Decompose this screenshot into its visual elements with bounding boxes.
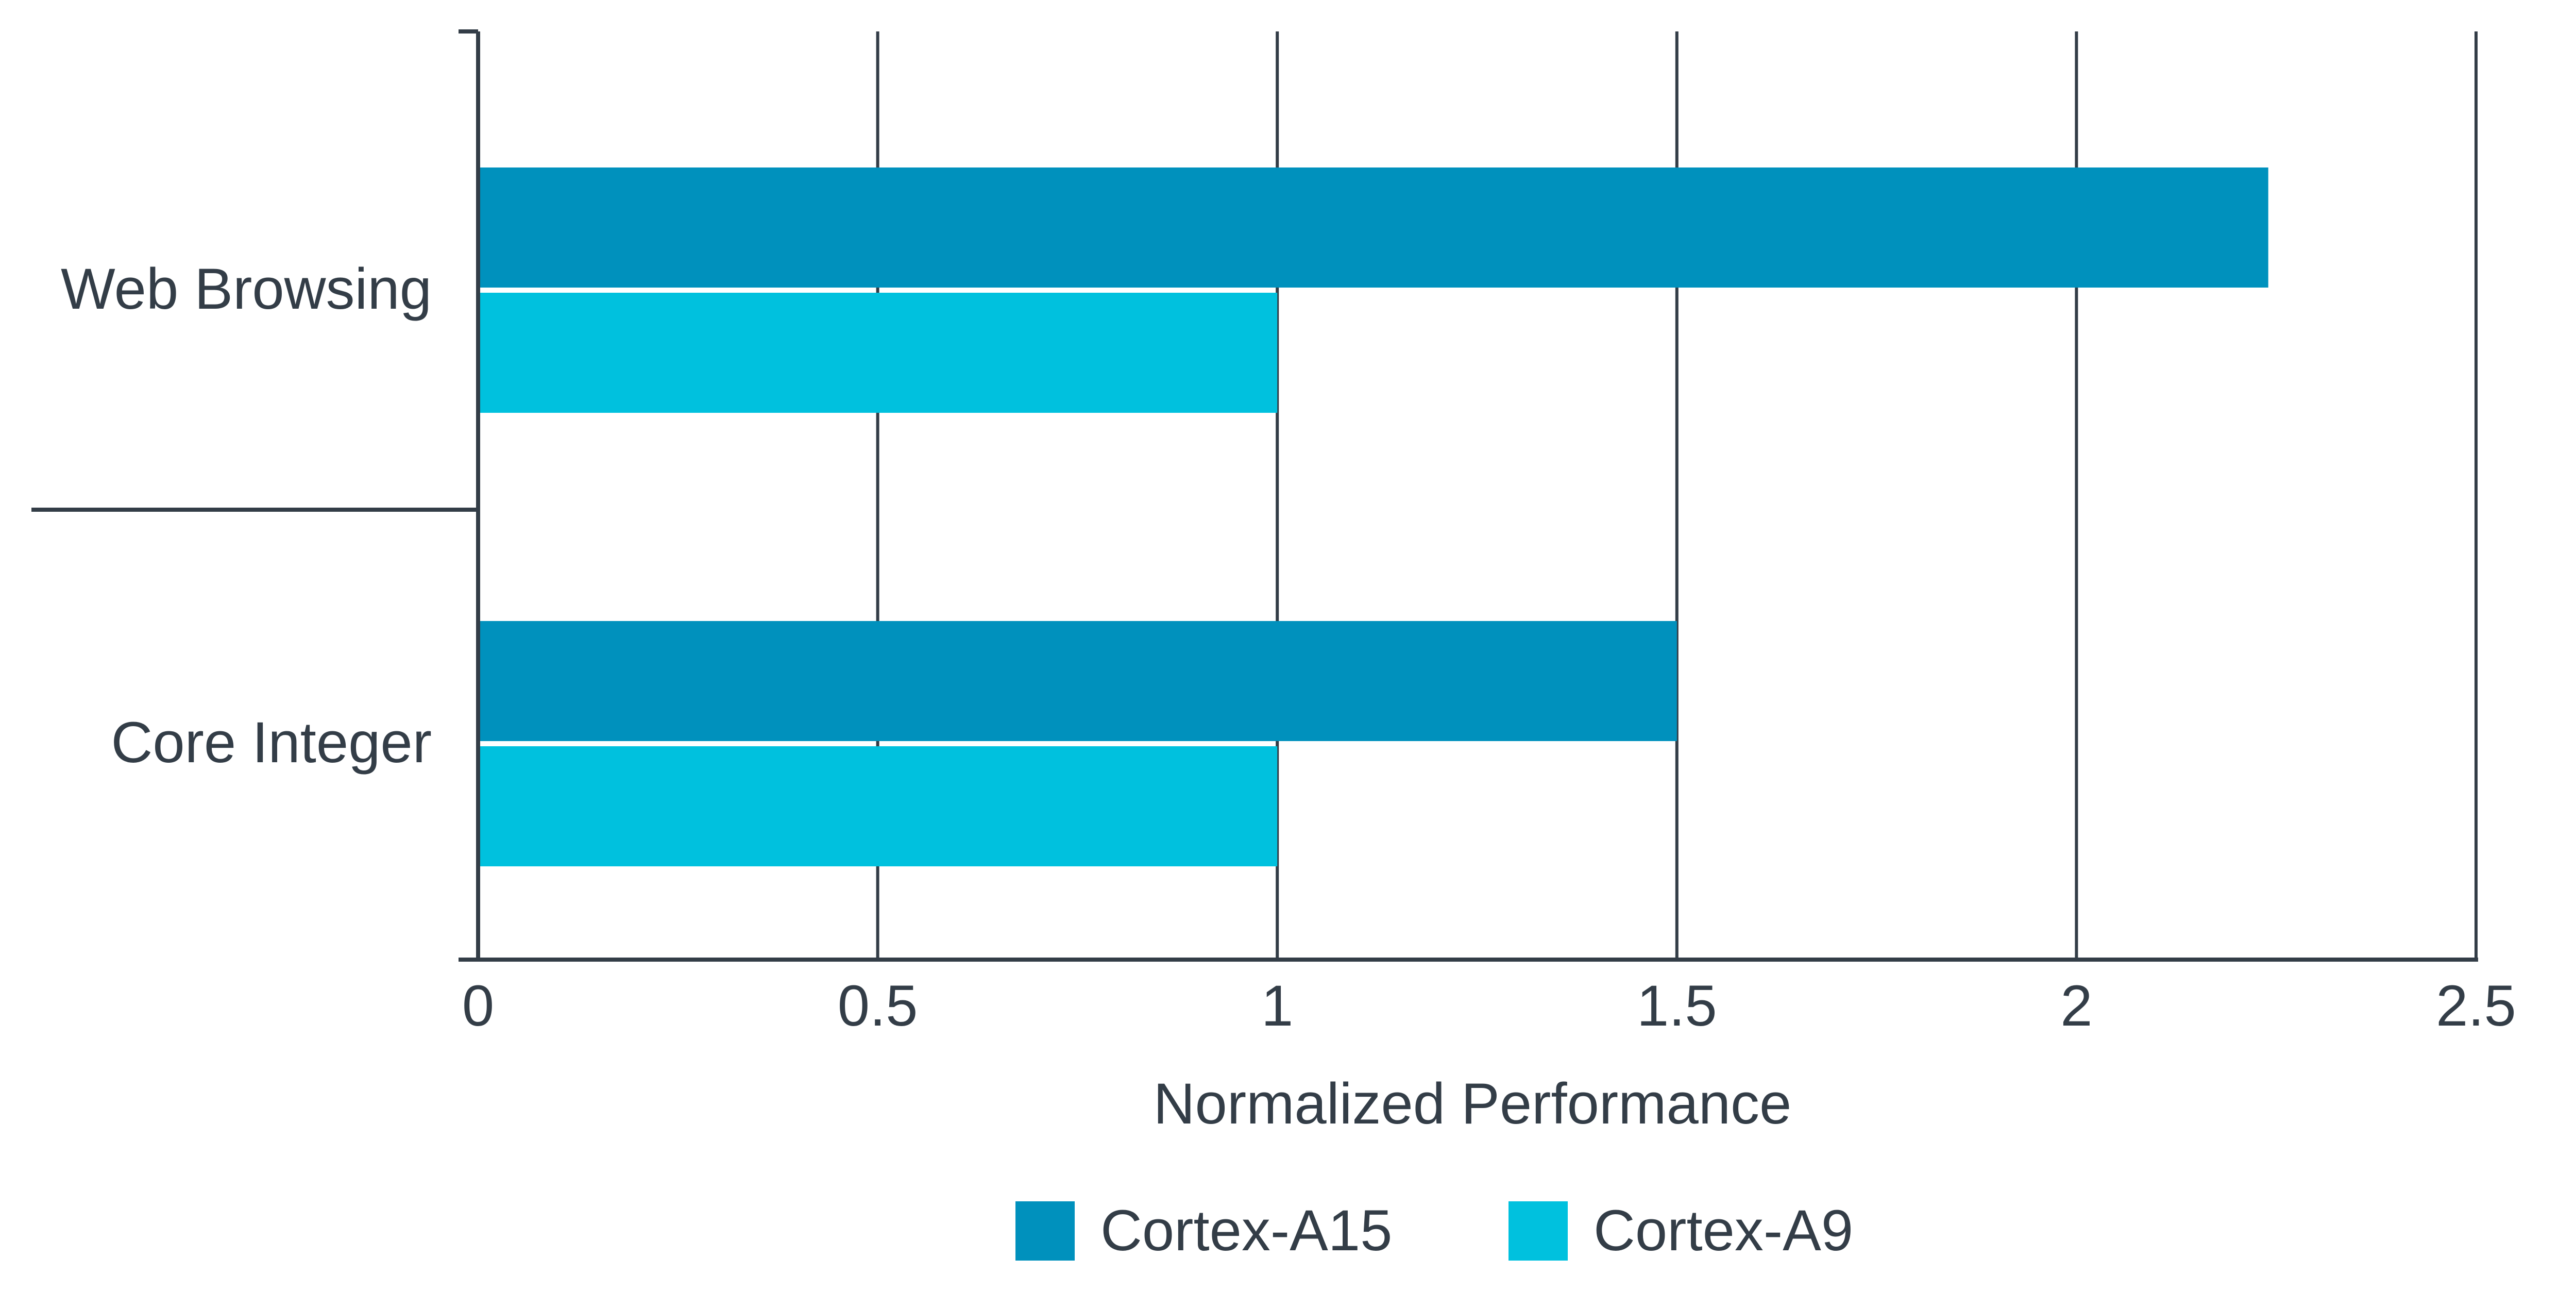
x-tick-label: 1 (1261, 974, 1293, 1038)
x-tick-label: 1.5 (1637, 974, 1717, 1038)
x-tick-label: 2.5 (2436, 974, 2516, 1038)
x-tick-label: 2 (2060, 974, 2092, 1038)
category-labels: Web Browsing Core Integer (61, 257, 432, 775)
category-label: Core Integer (111, 710, 432, 775)
category-label: Web Browsing (61, 257, 432, 321)
x-tick-label: 0.5 (838, 974, 918, 1038)
bar-cortex-a9-web-browsing (478, 293, 1278, 413)
bar-cortex-a15-web-browsing (478, 167, 2268, 288)
x-tick-label: 0 (462, 974, 494, 1038)
legend: Cortex-A15 Cortex-A9 (1015, 1198, 1853, 1263)
legend-label: Cortex-A9 (1594, 1198, 1853, 1263)
legend-label: Cortex-A15 (1100, 1198, 1392, 1263)
x-axis-title: Normalized Performance (1154, 1071, 1792, 1136)
axes (31, 29, 2478, 962)
x-tick-labels: 0 0.5 1 1.5 2 2.5 (462, 974, 2516, 1038)
bar-cortex-a9-core-integer (478, 746, 1278, 866)
legend-swatch (1509, 1201, 1568, 1261)
bars (478, 167, 2268, 866)
legend-swatch (1015, 1201, 1075, 1261)
bar-cortex-a15-core-integer (478, 621, 1677, 741)
